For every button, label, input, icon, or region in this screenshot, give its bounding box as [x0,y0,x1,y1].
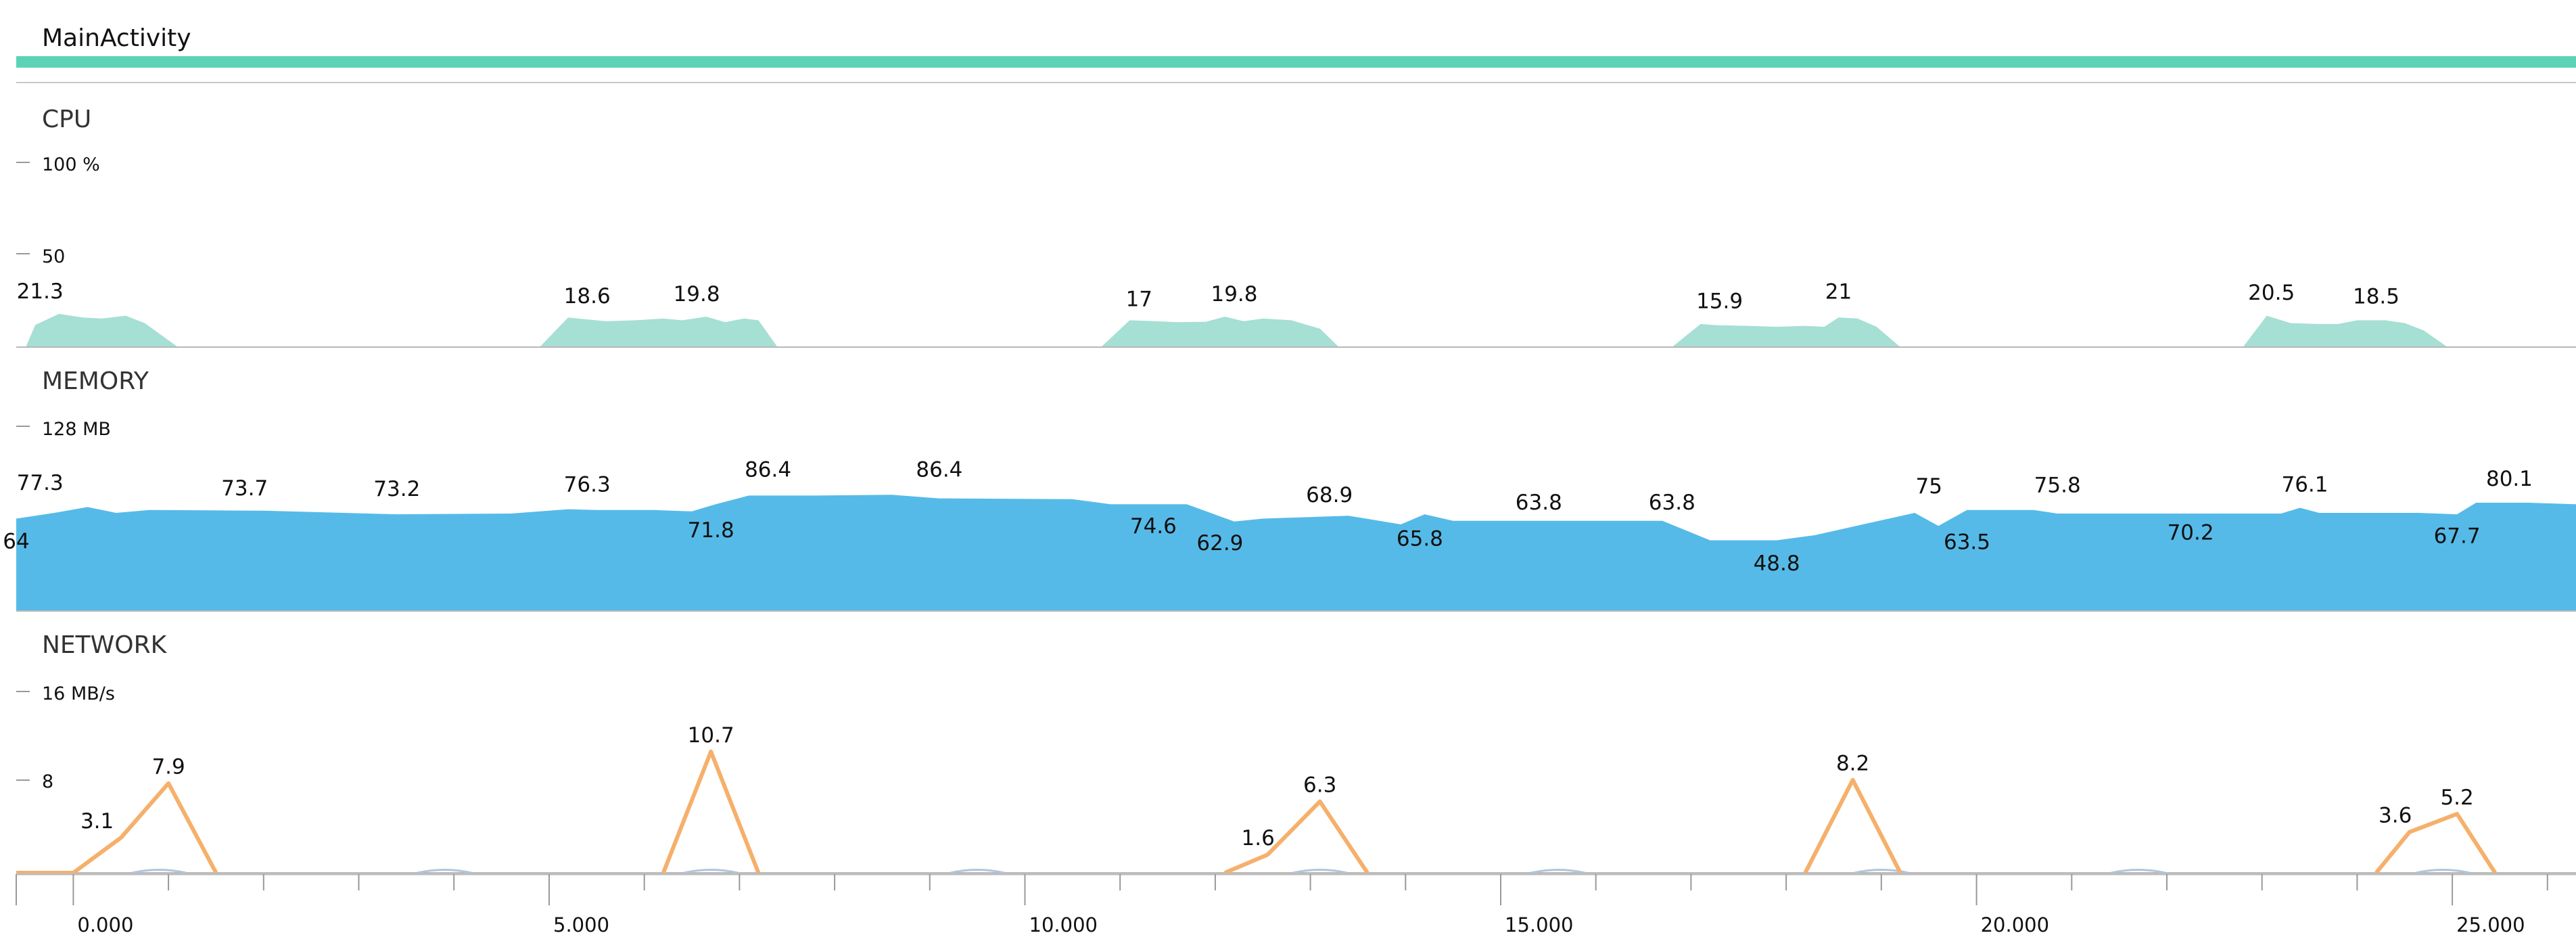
cpu-value-label: 21.3 [17,279,64,304]
network-chart[interactable]: 3.1 7.9 10.7 1.6 6.3 8.2 3.6 5.2 [16,723,2576,875]
cpu-area-1 [539,317,778,347]
activity-title: MainActivity [42,24,191,52]
cpu-area-2 [1101,317,1339,347]
network-line-1 [661,749,761,874]
network-secondary-bump-8 [2415,869,2470,874]
memory-value-label: 62.9 [1196,531,1243,556]
network-secondary-bump-7 [2111,869,2166,874]
cpu-value-label: 21 [1825,280,1852,304]
activity-bar[interactable] [16,56,2576,68]
cpu-value-label: 15.9 [1696,290,1743,314]
cpu-max-label: 100 % [42,154,100,175]
cpu-area-3 [1672,317,1900,347]
memory-value-label: 65.8 [1397,527,1443,551]
memory-value-label: 48.8 [1754,551,1800,576]
network-line-3 [1803,777,1902,874]
memory-value-label: 76.1 [2281,473,2328,497]
memory-value-label: 68.9 [1306,483,1353,507]
network-value-label: 8.2 [1836,752,1869,776]
network-max-label: 16 MB/s [42,683,115,704]
cpu-title: CPU [42,106,91,133]
network-secondary-bump-3 [950,869,1005,874]
memory-value-label: 86.4 [916,458,962,482]
memory-value-label: 73.2 [373,477,420,501]
cpu-value-label: 18.6 [564,284,611,309]
memory-max-label: 128 MB [42,419,111,440]
time-label: 25.000 [2456,913,2525,936]
network-line-2 [1223,799,1369,875]
memory-area [16,495,2576,611]
network-value-label: 6.3 [1303,773,1336,798]
network-mid-label: 8 [42,771,53,792]
memory-value-label: 63.8 [1516,491,1562,515]
time-label: 0.000 [77,913,133,936]
time-label: 20.000 [1981,913,2049,936]
time-label: 10.000 [1029,913,1098,936]
network-line-0 [16,781,218,875]
network-value-label: 1.6 [1242,826,1275,851]
memory-value-label: 63.5 [1944,530,1990,555]
network-value-label: 5.2 [2440,786,2473,810]
cpu-value-label: 19.8 [1211,282,1257,307]
memory-value-label: 70.2 [2168,520,2214,545]
network-secondary-bump-0 [131,869,187,874]
cpu-value-label: 20.5 [2248,281,2295,305]
memory-value-label: 80.1 [2486,467,2533,491]
memory-value-label: 75 [1915,474,1942,499]
network-secondary-bump-5 [1530,869,1585,874]
network-value-label: 3.6 [2379,804,2412,828]
cpu-area-4 [2243,315,2448,347]
memory-title: MEMORY [42,367,149,395]
time-label: 15.000 [1505,913,1573,936]
memory-value-label: 71.8 [688,518,734,543]
time-axis[interactable]: 0.000 5.000 10.000 15.000 20.000 25.000 [16,873,2576,936]
network-value-label: 3.1 [80,809,114,834]
network-value-label: 10.7 [688,723,734,748]
memory-value-label: 77.3 [17,471,64,495]
memory-value-label: 67.7 [2434,524,2481,549]
network-secondary-bump-2 [683,869,739,874]
memory-value-label: 73.7 [221,476,268,501]
time-label: 5.000 [553,913,609,936]
network-secondary-bump-6 [1854,869,1909,874]
memory-value-label: 64 [3,530,29,554]
memory-chart[interactable]: 77.3 73.7 73.2 76.3 86.4 86.4 68.9 63.8 63.8 75 75… [3,458,2576,611]
memory-value-label: 86.4 [745,458,791,482]
network-title: NETWORK [42,631,168,659]
network-value-label: 7.9 [151,755,185,779]
memory-value-label: 63.8 [1649,491,1695,515]
network-secondary-bump-4 [1292,869,1348,874]
cpu-value-label: 18.5 [2353,285,2399,309]
cpu-value-label: 17 [1126,288,1152,312]
cpu-area-0 [26,313,179,347]
cpu-value-label: 19.8 [674,282,720,307]
memory-value-label: 74.6 [1130,514,1177,539]
memory-value-label: 75.8 [2034,473,2081,497]
network-secondary-bump-1 [417,869,472,874]
cpu-chart[interactable]: 21.3 18.6 19.8 17 19.8 15.9 21 20.5 18.5 [17,279,2448,347]
cpu-mid-label: 50 [42,246,65,267]
network-line-4 [2374,811,2497,874]
memory-value-label: 76.3 [564,472,611,497]
